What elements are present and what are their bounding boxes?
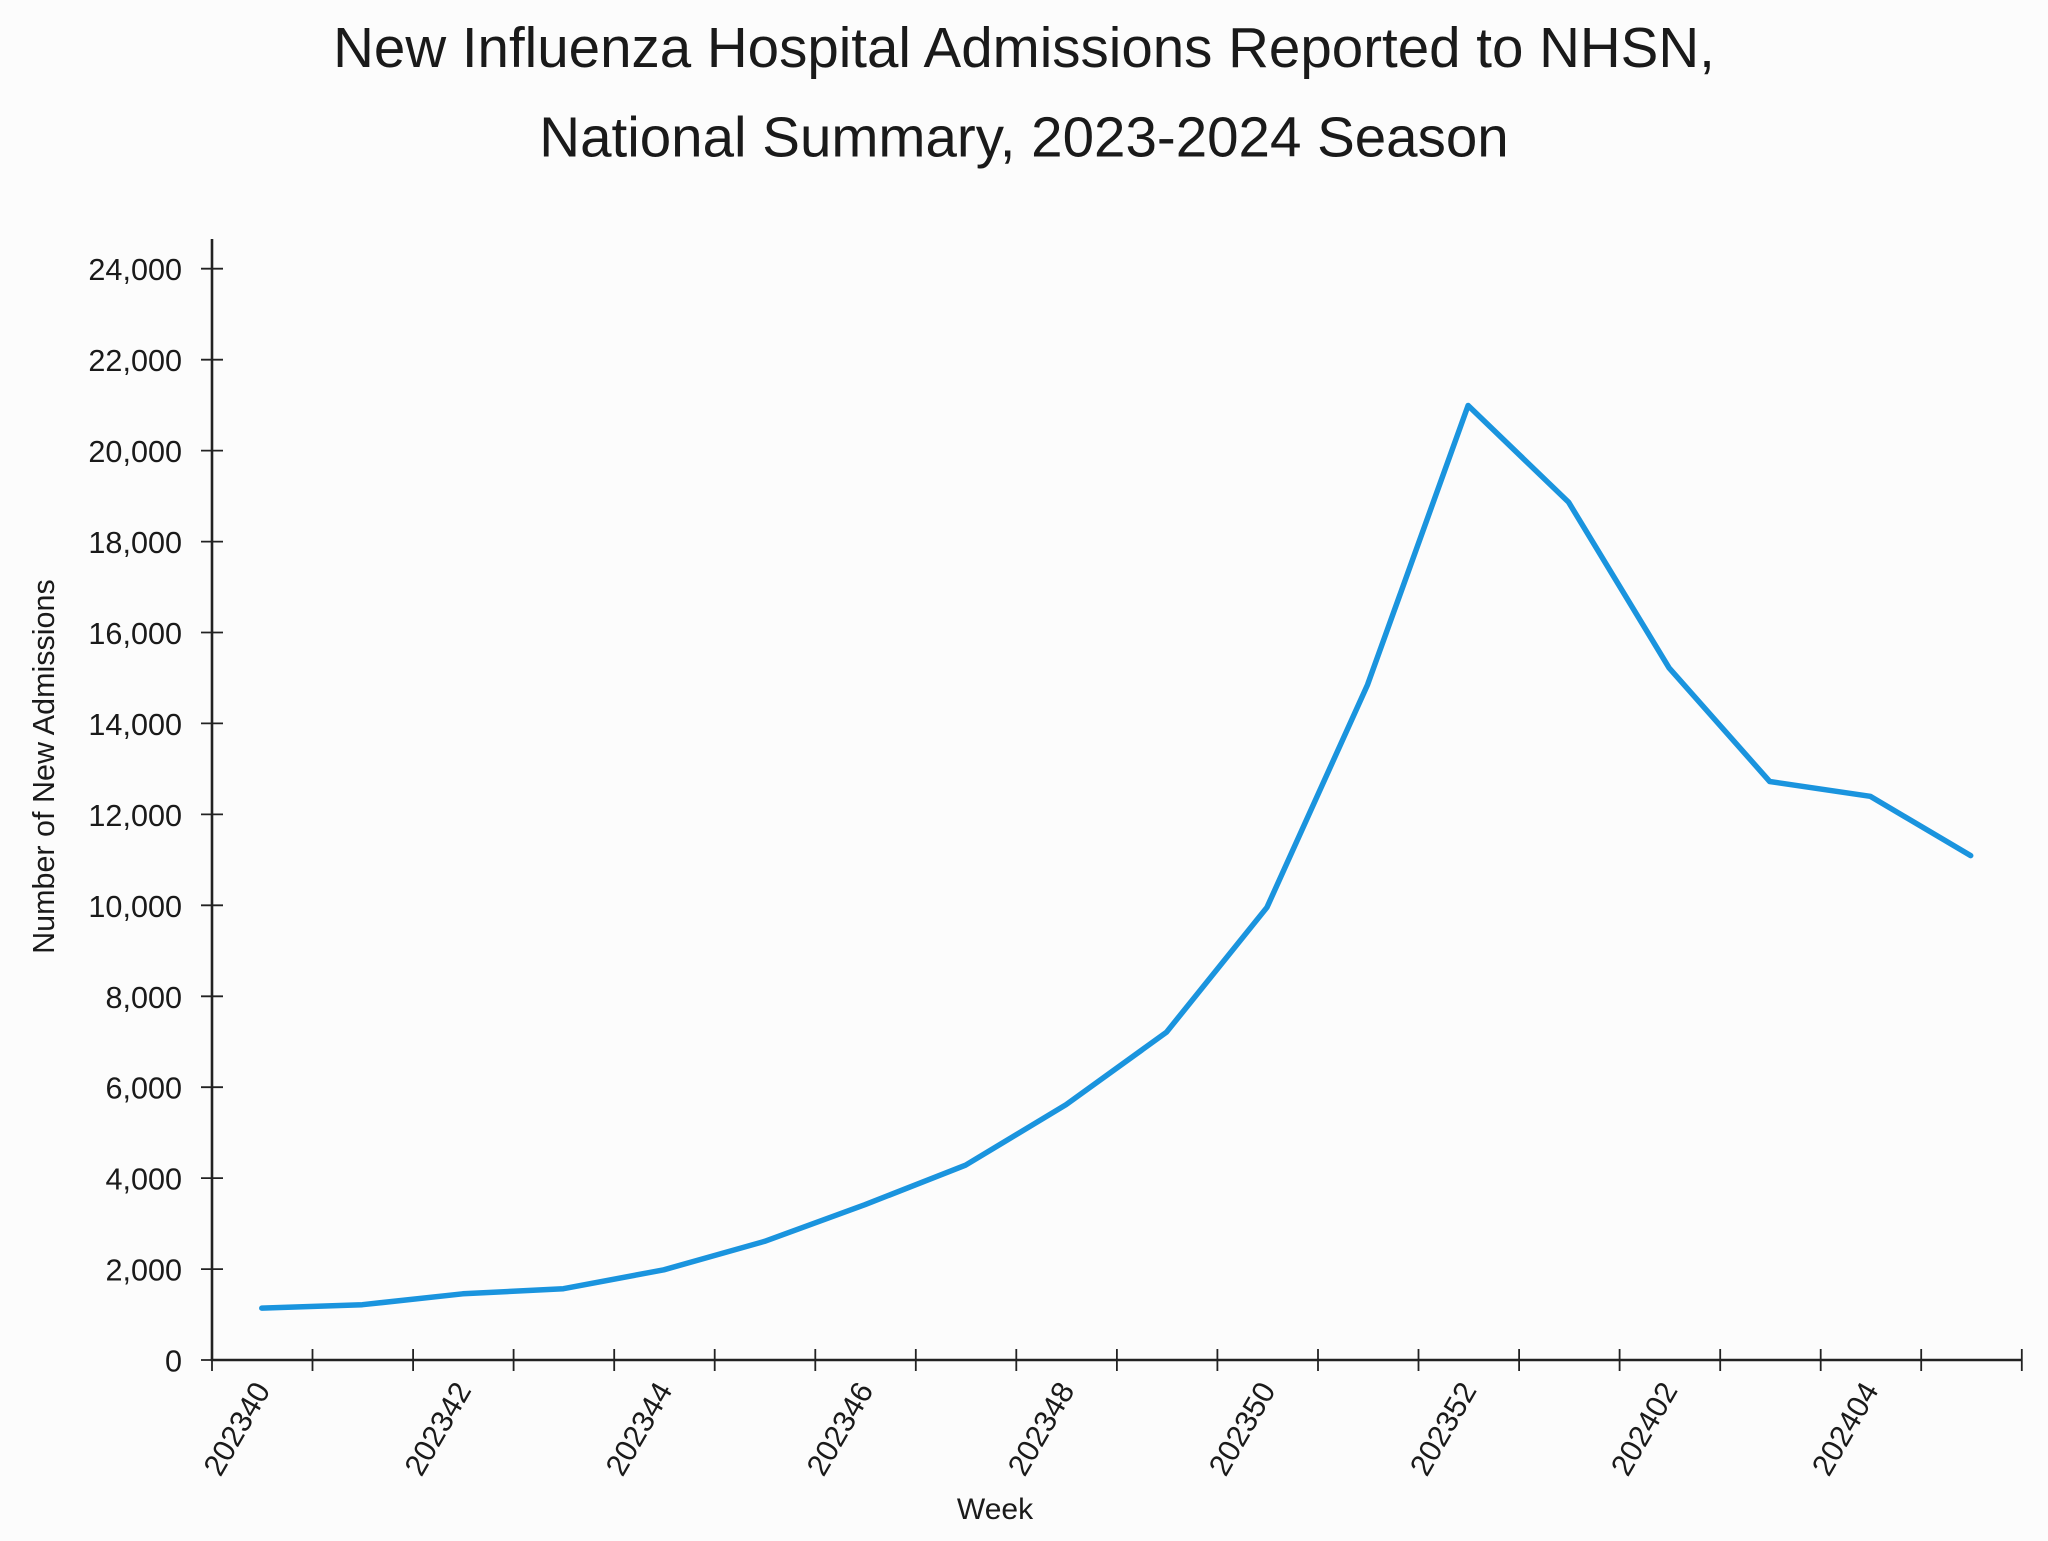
svg-text:14,000: 14,000 (88, 708, 182, 742)
svg-text:National Summary, 2023-2024 Se: National Summary, 2023-2024 Season (539, 106, 1508, 169)
svg-text:0: 0 (165, 1345, 182, 1379)
svg-text:Number of New Admissions: Number of New Admissions (27, 579, 61, 954)
svg-text:6,000: 6,000 (105, 1072, 182, 1106)
svg-text:24,000: 24,000 (88, 253, 182, 287)
svg-text:2,000: 2,000 (105, 1254, 182, 1288)
svg-text:10,000: 10,000 (88, 890, 182, 924)
svg-text:4,000: 4,000 (105, 1163, 182, 1197)
svg-text:12,000: 12,000 (88, 799, 182, 833)
svg-text:New Influenza Hospital Admissi: New Influenza Hospital Admissions Report… (333, 16, 1715, 79)
svg-text:22,000: 22,000 (88, 344, 182, 378)
svg-text:20,000: 20,000 (88, 435, 182, 469)
svg-text:8,000: 8,000 (105, 981, 182, 1015)
svg-text:18,000: 18,000 (88, 526, 182, 560)
svg-text:Week: Week (957, 1493, 1034, 1526)
svg-text:16,000: 16,000 (88, 617, 182, 651)
